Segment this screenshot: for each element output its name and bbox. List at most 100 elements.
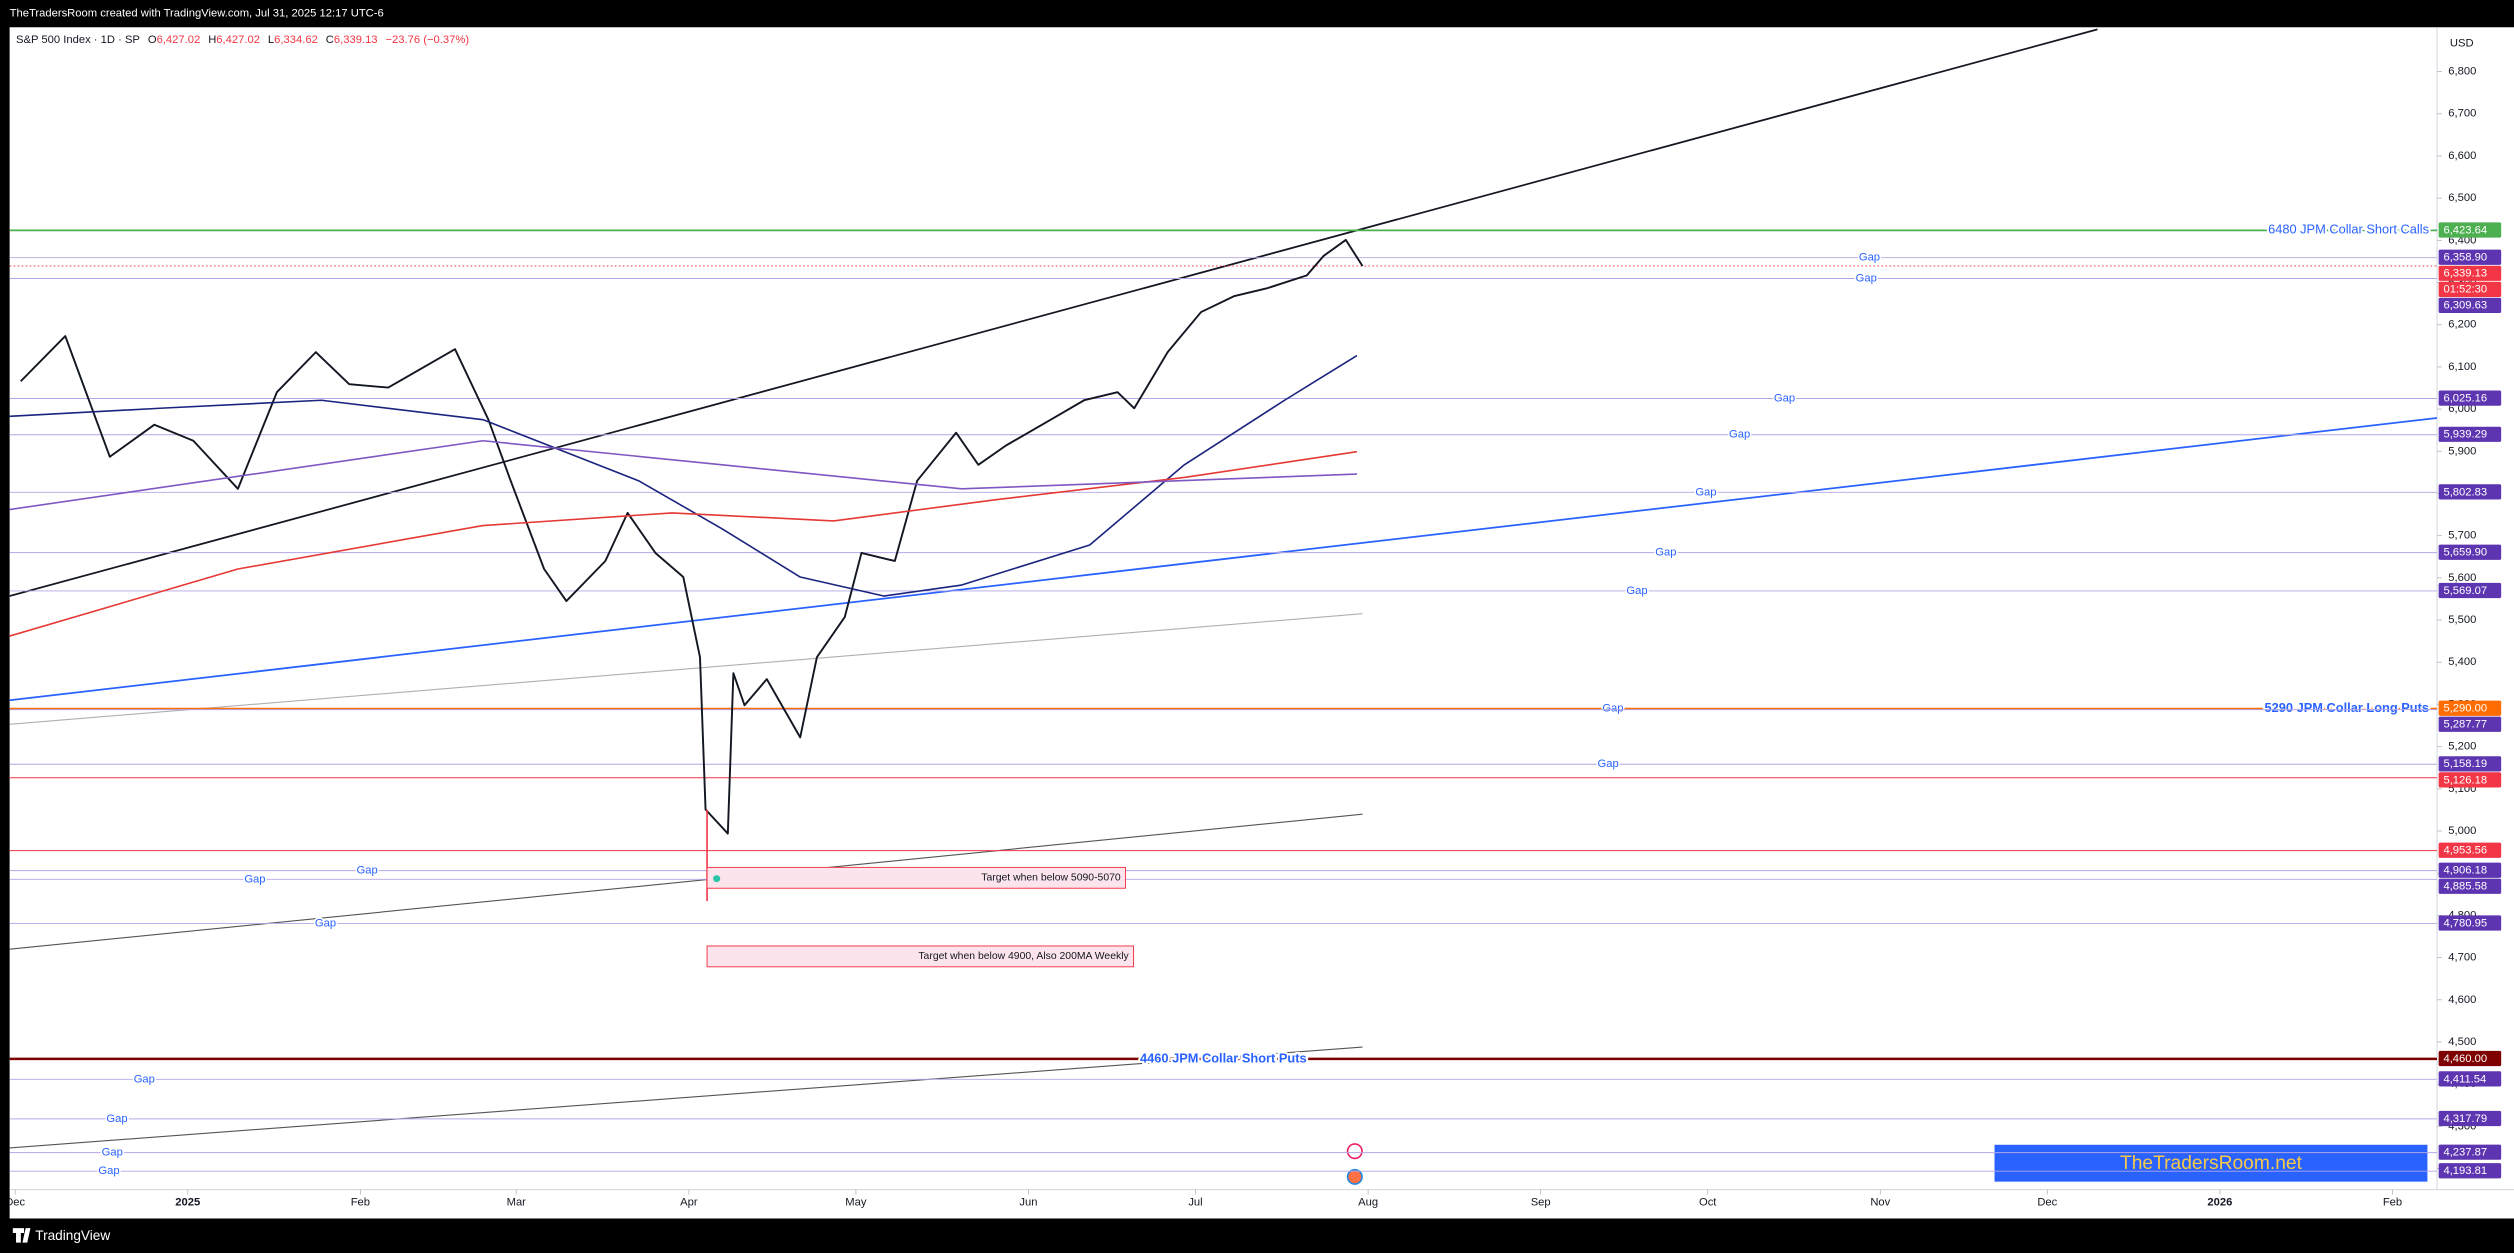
legend-change: −23.76 (−0.37%) — [385, 34, 469, 46]
event-icon[interactable] — [1346, 1143, 1363, 1160]
price-badge-label: 5,569.07 — [2443, 585, 2487, 597]
plot: 6480 JPM Collar Short Calls Gap Gap Gap Gap G… — [9, 28, 2438, 1179]
price-badge — [2438, 249, 2502, 265]
x-tick-label: Nov — [1870, 1196, 1890, 1208]
legend-open-label: O — [148, 34, 157, 46]
price-badge-label: 5,126.18 — [2443, 774, 2487, 786]
trendline — [9, 417, 2438, 702]
x-tick-label: 2026 — [2207, 1196, 2232, 1208]
price-line — [9, 354, 1358, 597]
y-tick-label: 6,700 — [2448, 108, 2476, 120]
price-badge-label: 4,460.00 — [2443, 1053, 2487, 1065]
trendline — [9, 813, 1363, 950]
price-badge-label: 4,953.56 — [2443, 845, 2487, 857]
event-icon[interactable] — [1346, 1168, 1363, 1185]
x-tick-label: May — [845, 1196, 867, 1208]
legend-high-label: H — [208, 34, 216, 46]
price-badge — [2438, 915, 2502, 931]
price-badge-label: 6,025.16 — [2443, 392, 2487, 404]
price-badge — [2438, 878, 2502, 894]
annotation-box — [706, 866, 1127, 889]
y-tick-label: 6,500 — [2448, 192, 2476, 204]
gap-label: Gap — [134, 1073, 155, 1085]
watermark-box — [1994, 1144, 2428, 1182]
y-tick-label: 4,500 — [2448, 1036, 2476, 1048]
price-badge-label: 5,939.29 — [2443, 429, 2487, 441]
price-badge — [2438, 1110, 2502, 1127]
currency: USD — [2450, 37, 2474, 49]
x-tick-label: Jun — [1019, 1196, 1037, 1208]
y-tick-label: 5,700 — [2448, 530, 2476, 542]
price-badge-label: 5,158.19 — [2443, 758, 2487, 770]
footer-brand: TradingView — [35, 1228, 110, 1243]
header-text: TheTradersRoom created with TradingView.… — [10, 8, 384, 20]
price-line — [9, 439, 1357, 511]
price-badge — [2438, 582, 2502, 599]
footer-bar — [0, 1218, 2514, 1253]
price-badge — [2438, 862, 2502, 878]
gap-label: Gap — [1626, 585, 1647, 597]
price-badge-label: 5,287.77 — [2443, 719, 2487, 731]
watermark: TheTradersRoom.net — [2120, 1153, 2303, 1174]
y-tick-label: 5,500 — [2448, 614, 2476, 626]
price-badge-label: 4,906.18 — [2443, 865, 2487, 877]
price-badge — [2438, 1071, 2502, 1087]
legend: S&P 500 Index · 1D · SP O6,427.02 H6,427… — [16, 34, 469, 46]
y-tick-label: 4,600 — [2448, 994, 2476, 1006]
x-tick-label: Feb — [351, 1196, 370, 1208]
gap-label: Gap — [98, 1165, 119, 1177]
x-tick-label: Sep — [1531, 1196, 1551, 1208]
price-badge — [2438, 1163, 2502, 1179]
price-badge-label: 6,358.90 — [2443, 252, 2487, 264]
legend-symbol: S&P 500 Index · 1D · SP — [16, 34, 140, 46]
x-tick-label: Jul — [1188, 1196, 1202, 1208]
gap-label: Gap — [1859, 252, 1880, 264]
y-tick-label: 6,000 — [2448, 403, 2476, 415]
gap-label: Gap — [1774, 392, 1795, 404]
legend-close-label: C — [326, 34, 334, 46]
y-tick-label: 5,200 — [2448, 741, 2476, 753]
gap-label: Gap — [106, 1113, 127, 1125]
price-badge-label: 4,885.58 — [2443, 881, 2487, 893]
annotation-dot — [713, 875, 721, 883]
price-badge-label: 5,290.00 — [2443, 703, 2487, 715]
level-note: 6480 JPM Collar Short Calls — [2268, 222, 2429, 237]
y-tick-label: 6,800 — [2448, 66, 2476, 78]
y-tick-label: 5,000 — [2448, 825, 2476, 837]
gap-label: Gap — [1729, 429, 1750, 441]
price-badge — [2438, 265, 2502, 281]
legend-low: 6,334.62 — [274, 34, 318, 46]
annotation-box — [706, 945, 1135, 968]
y-tick-label: 5,900 — [2448, 445, 2476, 457]
gap-label: Gap — [1602, 703, 1623, 715]
gap-label: Gap — [1598, 758, 1619, 770]
gap-label: Gap — [1856, 272, 1877, 284]
price-badge-label: 5,802.83 — [2443, 486, 2487, 498]
legend-open: 6,427.02 — [157, 34, 201, 46]
footer-logo — [12, 1228, 31, 1243]
price-badge-label: 6,339.13 — [2443, 268, 2487, 280]
price-badge — [2438, 544, 2502, 560]
price-line — [20, 238, 1364, 835]
x-tick-label: 2025 — [175, 1196, 200, 1208]
price-badge — [2438, 390, 2502, 406]
price-badge — [2438, 281, 2502, 297]
trendline — [9, 613, 1363, 725]
trendline — [9, 1046, 1363, 1149]
y-tick-label: 5,400 — [2448, 656, 2476, 668]
price-badge-label: 4,780.95 — [2443, 917, 2487, 929]
x-tick-label: Apr — [680, 1196, 698, 1208]
x-tick-label: Mar — [507, 1196, 527, 1208]
price-badge-label: 6,423.64 — [2443, 224, 2487, 236]
gap-label: Gap — [102, 1147, 123, 1159]
y-tick-label: 6,200 — [2448, 319, 2476, 331]
gap-label: Gap — [315, 917, 336, 929]
legend-high: 6,427.02 — [216, 34, 260, 46]
price-badge-label: 4,411.54 — [2443, 1073, 2486, 1085]
price-badge — [2438, 297, 2502, 313]
price-badge-label: 5,659.90 — [2443, 547, 2487, 559]
legend-low-label: L — [268, 34, 274, 46]
x-tick-label: Feb — [2383, 1196, 2402, 1208]
y-tick-label: 6,100 — [2448, 361, 2476, 373]
